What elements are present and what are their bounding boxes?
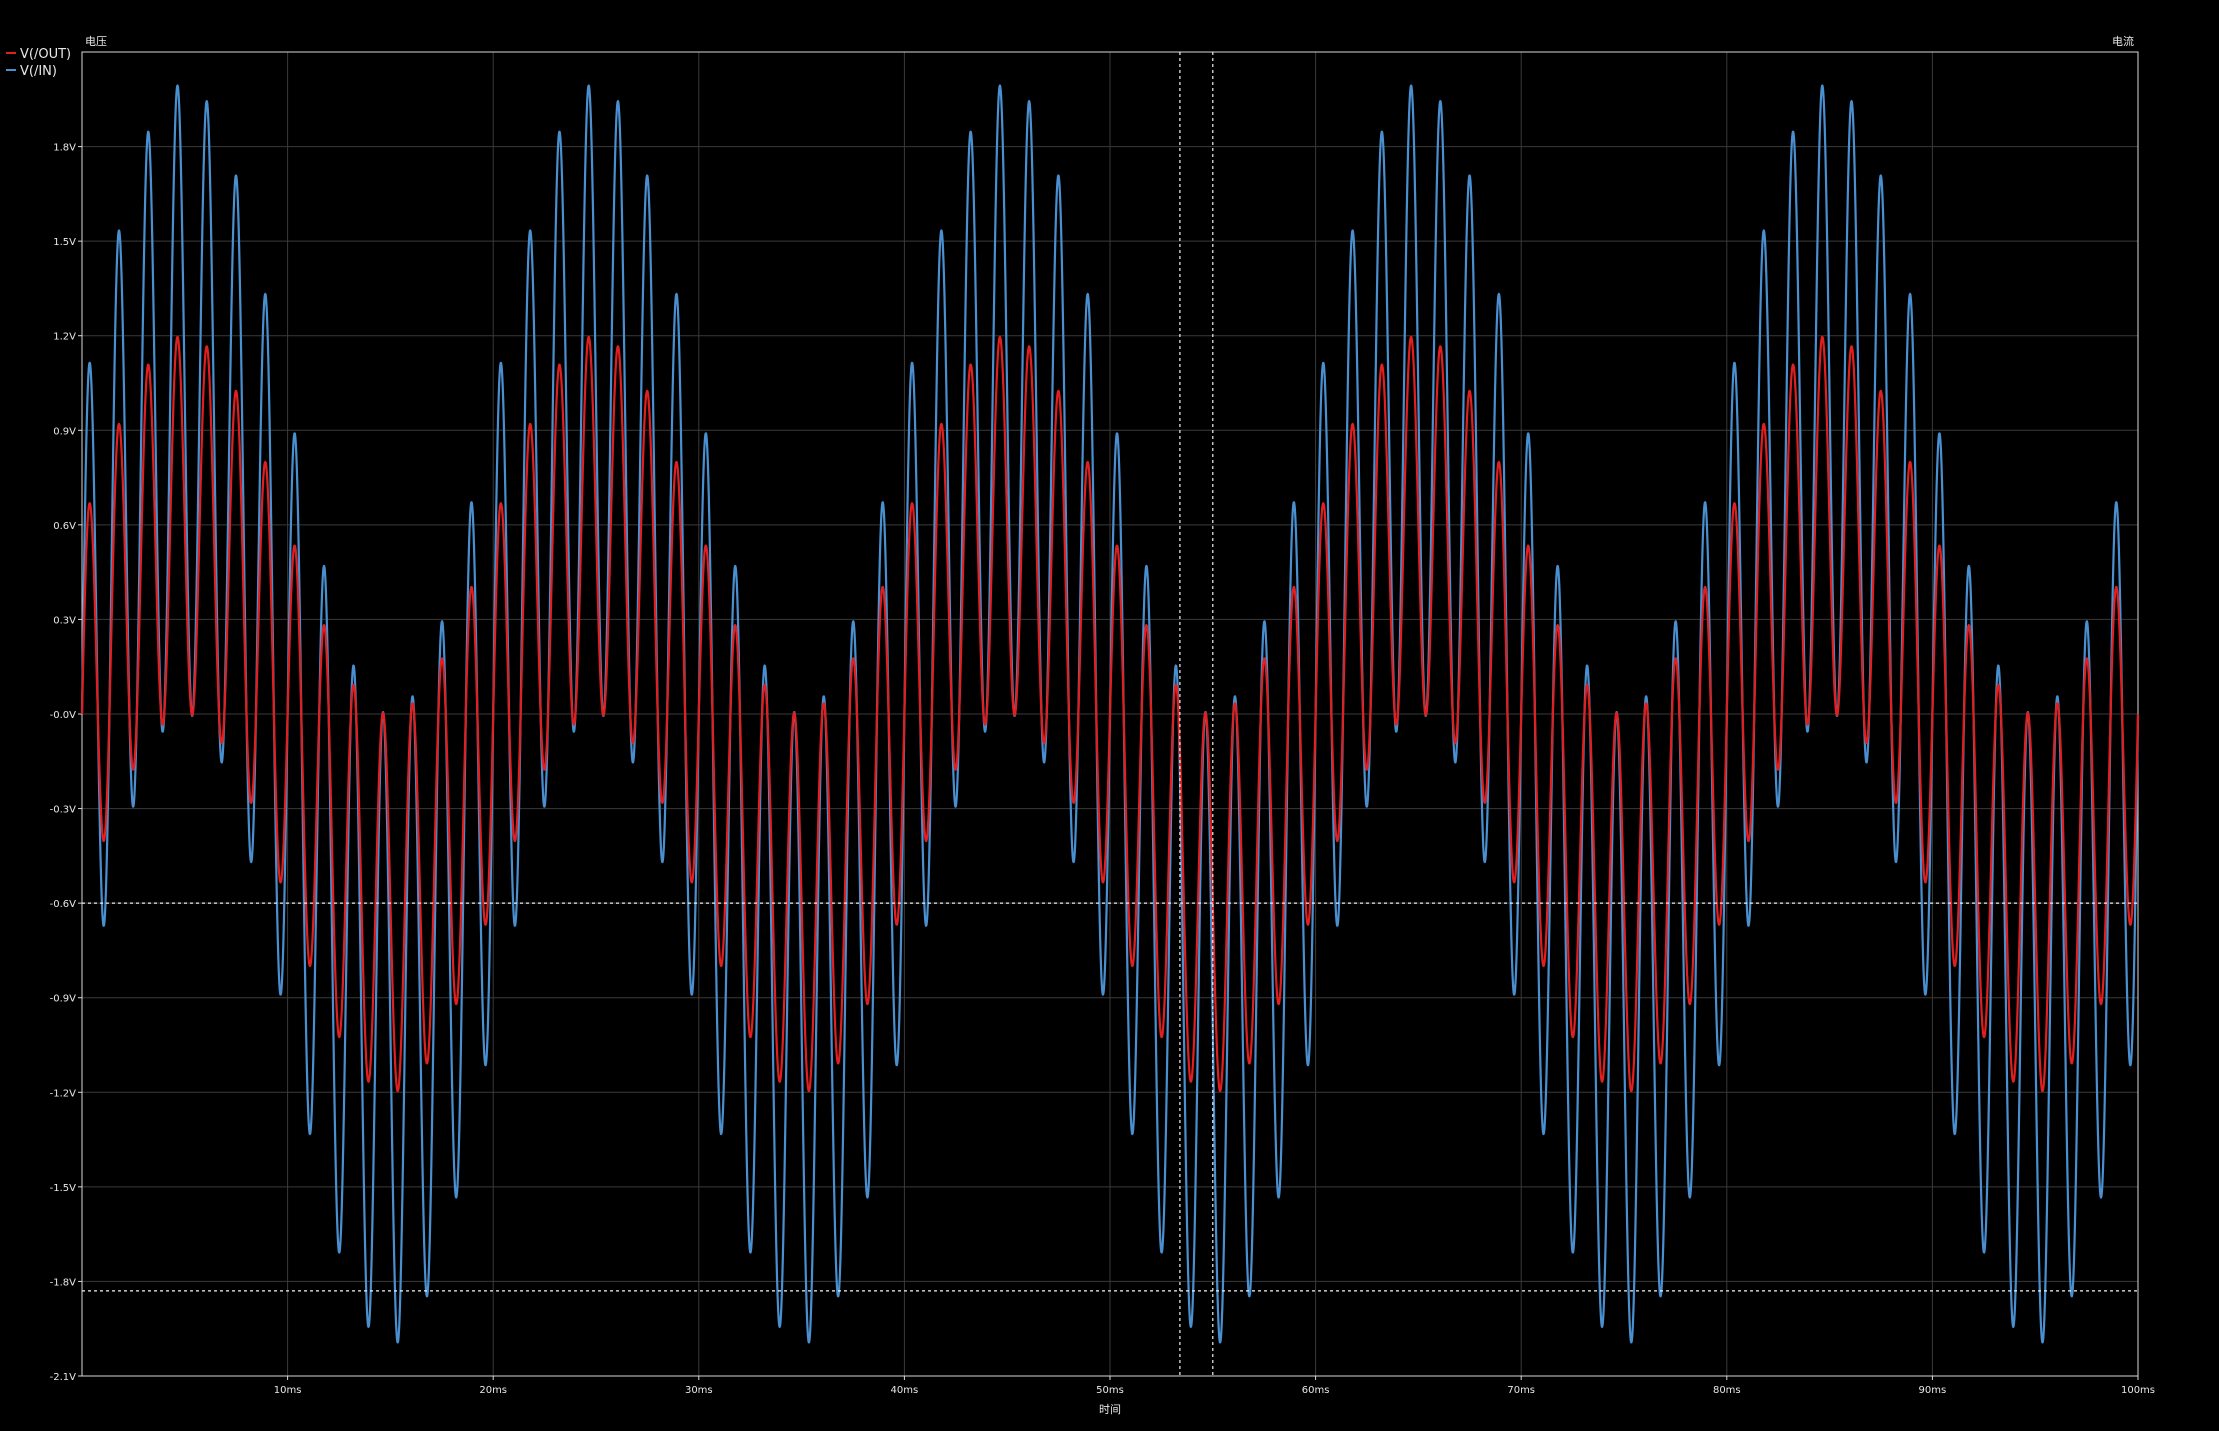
grid [78,52,2139,1380]
y-tick-label: -1.8V [50,1277,77,1288]
traces [80,84,2140,1344]
x-tick-label: 10ms [274,1385,302,1396]
y-tick-label: 0.3V [53,615,76,626]
cursors[interactable] [82,52,2138,1376]
y-tick-label: 1.2V [53,332,76,343]
y-tick-label: 0.6V [53,521,76,532]
y-tick-label: -0.3V [50,805,77,816]
x-tick-label: 50ms [1096,1385,1124,1396]
left-axis-title: 电压 [85,35,107,48]
x-tick-label: 100ms [2121,1385,2155,1396]
legend-label-in[interactable]: V(/IN) [20,64,57,79]
x-tick-label: 40ms [891,1385,919,1396]
y-tick-label: -2.1V [50,1372,77,1383]
y-tick-label: 1.8V [53,143,76,154]
y-tick-label: -0.0V [50,710,77,721]
x-tick-label: 20ms [479,1385,507,1396]
x-tick-label: 30ms [685,1385,713,1396]
legend-label-out[interactable]: V(/OUT) [20,47,71,62]
x-tick-labels: 10ms 20ms 30ms 40ms 50ms 60ms 70ms 80ms 90ms 100m… [274,1385,2155,1396]
right-axis-title: 电流 [2112,34,2134,48]
x-tick-label: 70ms [1507,1385,1535,1396]
x-tick-label: 90ms [1919,1385,1947,1396]
x-tick-label: 80ms [1713,1385,1741,1396]
x-axis-title: 时间 [1099,1403,1121,1416]
y-tick-label: -0.6V [50,899,77,910]
legend[interactable]: V(/OUT) V(/IN) [6,47,71,79]
y-tick-label: -1.2V [50,1088,77,1099]
y-tick-label: -1.5V [50,1183,77,1194]
y-tick-label: 1.5V [53,237,76,248]
y-tick-label: 0.9V [53,426,76,437]
trace-v-out [80,335,2140,1093]
x-tick-label: 60ms [1302,1385,1330,1396]
y-tick-label: -0.9V [50,994,77,1005]
y-tick-labels: 1.8V 1.5V 1.2V 0.9V 0.6V 0.3V -0.0V -0.3V -0.6V -… [50,143,77,1383]
